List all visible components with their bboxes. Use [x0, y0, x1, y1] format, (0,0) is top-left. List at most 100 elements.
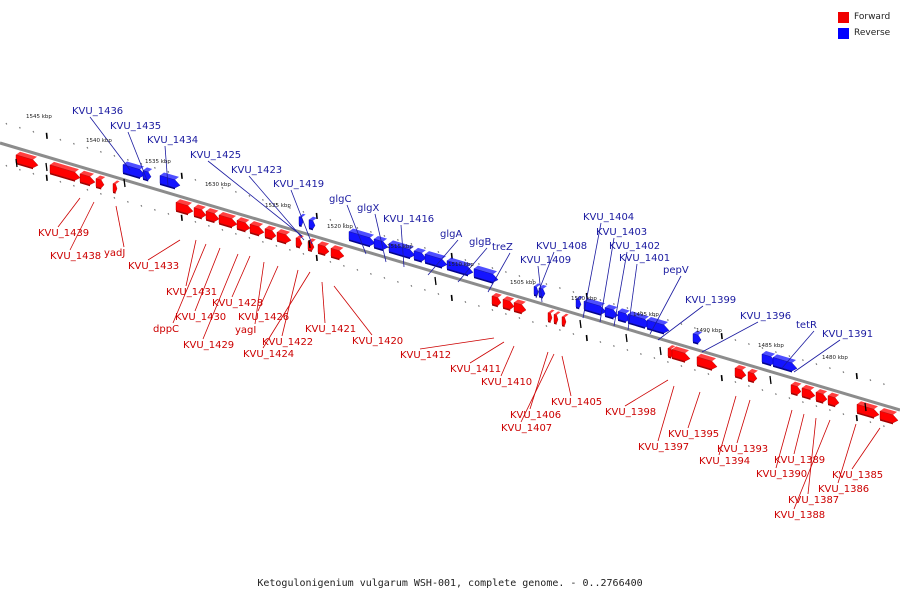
scale-tick — [410, 284, 413, 287]
forward-leader — [520, 353, 555, 423]
reverse-gene-label: glgB — [469, 237, 491, 248]
gene-block-shade — [584, 309, 601, 316]
gene-block-shade — [277, 240, 287, 245]
reverse-leader — [346, 204, 367, 255]
reverse-leader — [535, 251, 555, 299]
forward-gene — [330, 247, 345, 259]
forward-leader — [333, 285, 373, 336]
scale-label: 1520 kbp — [327, 224, 353, 230]
scale-label: 1540 kbp — [86, 138, 112, 144]
scale-tick — [720, 374, 723, 382]
reverse-leader — [582, 222, 602, 319]
forward-gene — [815, 391, 828, 403]
scale-tick — [504, 312, 507, 315]
gene-block-shade — [562, 324, 565, 327]
feature-tick — [45, 162, 48, 172]
gene-block-shade — [250, 232, 260, 237]
reverse-leader — [207, 160, 303, 237]
scale-label: 1500 kbp — [571, 296, 597, 302]
scale-tick — [774, 393, 777, 396]
forward-gene-label: KVU_1421 — [305, 324, 356, 335]
genome-caption: Ketogulonigenium vulgarum WSH-001, compl… — [257, 578, 643, 589]
scale-tick — [302, 210, 305, 213]
forward-gene — [747, 371, 758, 382]
gene-block-top — [414, 247, 426, 254]
scale-tick — [18, 168, 21, 171]
gene-block-top — [880, 408, 897, 415]
gene-block-shade — [265, 236, 273, 241]
forward-gene — [79, 173, 96, 185]
scale-tick — [828, 409, 831, 412]
scale-tick — [612, 345, 615, 348]
scale-tick — [72, 184, 75, 187]
scale-tick — [599, 341, 602, 343]
feature-tick — [659, 346, 662, 356]
scale-tick — [680, 365, 683, 368]
forward-gene — [502, 298, 515, 310]
scale-tick — [180, 172, 183, 179]
gene-block-shade — [534, 294, 537, 297]
forward-gene-label: yadJ — [104, 248, 125, 259]
reverse-gene — [424, 253, 448, 268]
scale-tick — [734, 339, 737, 342]
gene-block-top — [857, 401, 878, 410]
scale-tick — [261, 198, 264, 201]
scale-tick — [99, 192, 102, 195]
scale-tick — [801, 359, 804, 362]
scale-tick — [234, 190, 237, 193]
gene-block-shade — [219, 222, 232, 229]
gene-block-top — [50, 161, 79, 173]
gene-block-top — [176, 199, 192, 206]
gene-features — [15, 151, 899, 425]
scale-tick — [261, 240, 264, 243]
gene-block-shade — [576, 306, 580, 310]
gene-block-top — [773, 354, 796, 363]
forward-leader — [718, 395, 737, 456]
scale-tick — [491, 266, 494, 269]
reverse-gene — [575, 298, 582, 309]
forward-gene-label: KVU_1438 — [50, 251, 101, 262]
forward-gene — [734, 367, 747, 379]
scale-tick — [491, 308, 494, 311]
scale-tick — [477, 304, 480, 307]
scale-tick — [194, 220, 197, 223]
reverse-leader — [599, 237, 615, 323]
reverse-gene — [159, 175, 181, 189]
gene-block-shade — [548, 320, 551, 323]
reverse-gene — [388, 243, 416, 258]
scale-tick — [720, 332, 723, 340]
gene-block-shade — [194, 215, 202, 220]
gene-block-top — [668, 345, 676, 350]
scale-label: 1505 kbp — [510, 280, 536, 286]
gene-block-top — [605, 304, 618, 310]
scale-tick — [639, 353, 642, 356]
scale-tick — [761, 347, 764, 350]
forward-leader — [851, 427, 881, 470]
gene-block-top — [693, 330, 703, 336]
feature-tick — [579, 319, 582, 329]
scale-tick — [221, 186, 224, 189]
forward-leader — [793, 419, 831, 510]
scale-tick — [356, 268, 359, 271]
forward-leader — [807, 417, 817, 495]
legend-item-forward: Forward — [838, 9, 890, 25]
forward-leader — [254, 261, 265, 325]
gene-block-top — [389, 240, 414, 250]
gene-block-shade — [735, 376, 743, 380]
scale-tick — [639, 311, 642, 314]
gene-block-shade — [773, 365, 792, 373]
reverse-leader — [781, 330, 815, 369]
gene-block-shade — [554, 322, 557, 325]
scale-tick — [747, 343, 750, 346]
forward-gene — [276, 231, 292, 244]
scale-tick — [153, 208, 156, 211]
reverse-leader — [537, 265, 543, 303]
scale-tick — [86, 146, 89, 149]
forward-gene-label: KVU_1433 — [128, 261, 179, 272]
forward-gene-label: KVU_1385 — [832, 470, 883, 481]
forward-gene-label: KVU_1411 — [450, 364, 501, 375]
gene-block-shade — [237, 228, 246, 233]
reverse-gene — [348, 231, 376, 246]
reverse-gene-label: glgC — [329, 194, 351, 205]
gene-block-top — [309, 216, 317, 221]
